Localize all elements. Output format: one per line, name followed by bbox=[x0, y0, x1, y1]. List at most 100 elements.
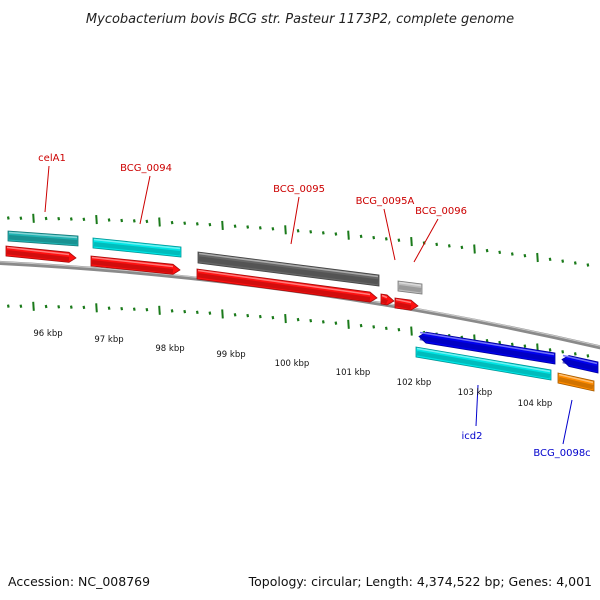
inner-tick bbox=[334, 321, 338, 325]
outer-tick bbox=[95, 215, 98, 225]
inner-tick bbox=[208, 311, 212, 315]
outer-tick bbox=[309, 230, 313, 234]
feature-highlight bbox=[6, 246, 70, 256]
coordinate-label: 97 kbp bbox=[94, 335, 123, 345]
gene-label-icd2[interactable]: icd2 bbox=[462, 384, 483, 442]
inner-tick bbox=[158, 305, 161, 315]
coordinate-label: 104 kbp bbox=[518, 399, 553, 409]
feature-shadow bbox=[197, 272, 371, 302]
feature-gene-reverse[interactable] bbox=[415, 346, 552, 381]
feature-pseudogene-forward[interactable] bbox=[197, 251, 380, 287]
feature-gene-forward[interactable] bbox=[397, 280, 423, 295]
outer-tick bbox=[359, 234, 363, 239]
outer-tick bbox=[334, 232, 338, 236]
accession-text: Accession: NC_008769 bbox=[8, 574, 150, 589]
outer-tick bbox=[435, 242, 439, 247]
leader-line bbox=[44, 165, 50, 213]
inner-tick bbox=[107, 306, 111, 310]
outer-tick bbox=[120, 218, 124, 223]
feature-gene-forward[interactable] bbox=[92, 237, 182, 258]
leader-line bbox=[139, 175, 151, 225]
feature-cds-reverse[interactable] bbox=[418, 331, 556, 365]
inner-tick bbox=[372, 325, 376, 329]
gene-label-BCG_0095[interactable]: BCG_0095 bbox=[273, 184, 325, 245]
feature-cds-forward[interactable] bbox=[394, 297, 419, 311]
gene-label-text: BCG_0094 bbox=[120, 163, 172, 174]
feature-shadow bbox=[419, 335, 555, 363]
outer-tick bbox=[246, 225, 250, 229]
outer-tick bbox=[195, 222, 199, 226]
feature-cds-forward[interactable] bbox=[5, 245, 77, 263]
outer-tick bbox=[384, 237, 388, 241]
outer-tick bbox=[57, 216, 61, 221]
feature-cds-forward[interactable] bbox=[380, 293, 395, 306]
outer-tick bbox=[158, 217, 161, 227]
outer-tick bbox=[145, 219, 149, 224]
feature-highlight bbox=[416, 347, 551, 373]
feature-shadow bbox=[381, 298, 388, 305]
gene-label-celA1[interactable]: celA1 bbox=[38, 153, 66, 213]
inner-tick bbox=[195, 310, 199, 315]
outer-tick bbox=[561, 259, 565, 263]
outer-tick bbox=[523, 253, 527, 258]
outer-tick bbox=[132, 219, 136, 223]
outer-tick bbox=[69, 217, 73, 221]
genome-summary-text: Topology: circular; Length: 4,374,522 bp… bbox=[248, 574, 592, 589]
gene-label-BCG_0095A[interactable]: BCG_0095A bbox=[356, 196, 415, 261]
inner-tick bbox=[170, 309, 174, 313]
leader-line bbox=[413, 218, 439, 263]
coordinate-label: 98 kbp bbox=[155, 344, 184, 354]
outer-tick bbox=[347, 230, 350, 240]
feature-highlight bbox=[8, 231, 78, 239]
gene-label-text: BCG_0098c bbox=[533, 448, 590, 459]
coordinate-label: 96 kbp bbox=[33, 329, 62, 339]
feature-shadow bbox=[91, 259, 174, 274]
coordinate-label: 102 kbp bbox=[397, 378, 432, 388]
leader-line bbox=[475, 384, 479, 427]
outer-tick bbox=[233, 224, 237, 228]
outer-tick bbox=[447, 244, 451, 248]
gene-label-BCG_0096[interactable]: BCG_0096 bbox=[413, 206, 467, 263]
coordinate-label: 101 kbp bbox=[336, 368, 371, 378]
inner-tick bbox=[221, 309, 224, 319]
outer-tick bbox=[221, 220, 224, 230]
map-title: Mycobacterium bovis BCG str. Pasteur 117… bbox=[86, 12, 514, 27]
feature-highlight bbox=[198, 252, 379, 278]
feature-highlight bbox=[197, 269, 371, 296]
feature-cds-reverse[interactable] bbox=[561, 354, 599, 374]
coordinate-label: 99 kbp bbox=[216, 350, 245, 360]
feature-shadow bbox=[558, 377, 594, 390]
outer-tick bbox=[6, 216, 10, 220]
outer-tick bbox=[460, 245, 464, 250]
inner-tick bbox=[183, 309, 187, 314]
outer-tick bbox=[485, 248, 489, 253]
feature-cds-forward[interactable] bbox=[90, 255, 181, 275]
outer-tick bbox=[498, 250, 502, 255]
inner-tick bbox=[296, 317, 300, 322]
feature-cds-forward[interactable] bbox=[196, 268, 378, 303]
inner-tick bbox=[145, 307, 149, 312]
gene-label-text: BCG_0096 bbox=[415, 206, 467, 217]
inner-tick bbox=[586, 354, 590, 358]
outer-tick bbox=[548, 257, 552, 262]
outer-tick bbox=[321, 231, 325, 235]
outer-tick bbox=[284, 225, 287, 235]
gene-label-BCG_0094[interactable]: BCG_0094 bbox=[120, 163, 172, 225]
feature-shadow bbox=[398, 284, 422, 293]
feature-gene-forward[interactable] bbox=[7, 230, 79, 247]
inner-tick bbox=[523, 344, 527, 348]
inner-tick bbox=[498, 340, 502, 345]
feature-shadow bbox=[6, 249, 70, 262]
outer-tick bbox=[296, 229, 300, 233]
inner-tick bbox=[397, 327, 401, 332]
inner-tick bbox=[347, 319, 350, 329]
feature-gene-reverse[interactable] bbox=[557, 372, 595, 392]
outer-tick bbox=[82, 217, 86, 222]
inner-tick bbox=[573, 352, 577, 356]
gene-label-text: BCG_0095 bbox=[273, 184, 325, 195]
outer-tick bbox=[183, 221, 187, 225]
gene-label-BCG_0098c[interactable]: BCG_0098c bbox=[533, 399, 591, 459]
gene-label-text: icd2 bbox=[462, 431, 483, 442]
outer-tick bbox=[410, 237, 413, 247]
